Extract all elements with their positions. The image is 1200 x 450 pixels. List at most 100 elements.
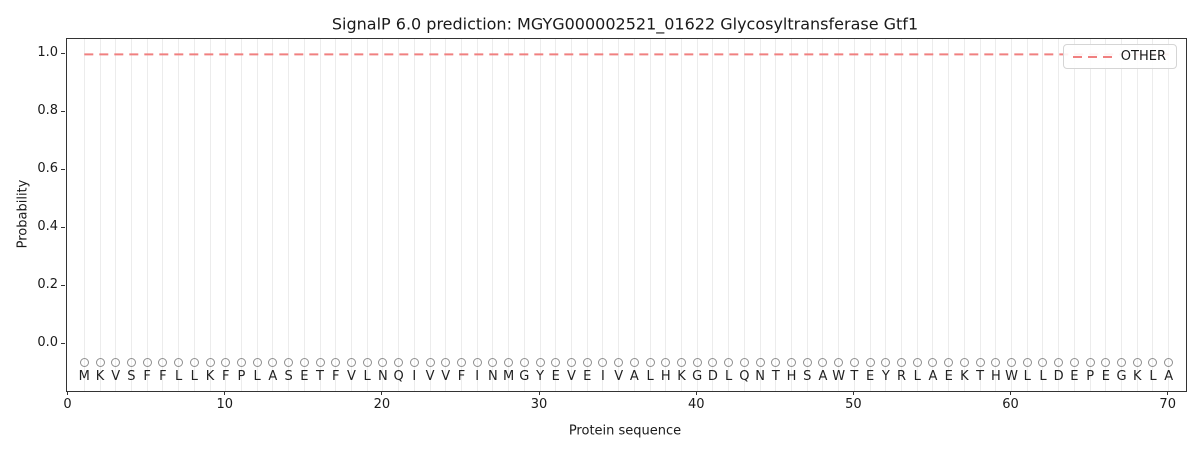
residue-letter: L	[174, 368, 183, 384]
legend-line-sample	[1072, 55, 1113, 58]
residue-letter: W	[1005, 368, 1018, 384]
residue-letter: E	[944, 368, 953, 384]
residue-letter: R	[897, 368, 907, 384]
gridline	[916, 39, 918, 391]
chart-title: SignalP 6.0 prediction: MGYG000002521_01…	[331, 14, 919, 34]
y-tick-mark	[61, 52, 65, 54]
residue-letter: A	[1164, 368, 1174, 384]
gridline	[1121, 39, 1123, 391]
gridline	[115, 39, 117, 391]
residue-marker	[95, 358, 105, 368]
gridline	[822, 39, 824, 391]
residue-letter: N	[755, 368, 765, 384]
residue-letter: L	[1023, 368, 1031, 384]
residue-letter: H	[786, 368, 797, 384]
gridline	[460, 39, 462, 391]
x-tick-mark	[538, 391, 540, 395]
residue-marker	[818, 358, 828, 368]
residue-letter: V	[425, 368, 435, 384]
gridline	[398, 39, 400, 391]
gridline	[178, 39, 180, 391]
residue-letter: Y	[881, 368, 890, 384]
gridline	[979, 39, 981, 391]
residue-letter: S	[284, 368, 293, 384]
x-tick-mark	[1167, 391, 1169, 395]
residue-letter: F	[143, 368, 151, 384]
gridline	[413, 39, 415, 391]
gridline	[570, 39, 572, 391]
residue-letter: V	[441, 368, 451, 384]
residue-marker	[1117, 358, 1127, 368]
residue-letter: L	[646, 368, 654, 384]
y-tick-label: 1.0	[37, 45, 58, 61]
residue-marker	[284, 358, 294, 368]
residue-marker	[865, 358, 875, 368]
residue-marker	[614, 358, 624, 368]
residue-letter: L	[190, 368, 198, 384]
residue-marker	[897, 358, 907, 368]
residue-marker	[1132, 358, 1142, 368]
residue-marker	[802, 358, 812, 368]
residue-letter: T	[316, 368, 324, 384]
residue-marker	[456, 358, 466, 368]
gridline	[869, 39, 871, 391]
residue-marker	[535, 358, 545, 368]
residue-marker	[834, 358, 844, 368]
residue-letter: E	[551, 368, 560, 384]
residue-marker	[158, 358, 168, 368]
residue-marker	[519, 358, 529, 368]
gridline	[633, 39, 635, 391]
residue-marker	[724, 358, 734, 368]
residue-marker	[551, 358, 561, 368]
y-tick-label: 0.0	[37, 335, 58, 351]
residue-marker	[677, 358, 686, 368]
x-tick-label: 70	[1159, 397, 1176, 412]
gridline	[1042, 39, 1044, 391]
residue-marker	[959, 358, 969, 368]
residue-marker	[346, 358, 356, 368]
gridline	[162, 39, 164, 391]
gridline	[712, 39, 714, 391]
y-tick-mark	[61, 342, 65, 344]
gridline	[1073, 39, 1075, 391]
gridline	[948, 39, 950, 391]
residue-marker	[315, 358, 325, 368]
x-tick-mark	[852, 391, 854, 395]
residue-marker	[504, 358, 514, 368]
residue-marker	[1164, 358, 1174, 368]
gridline	[99, 39, 101, 391]
residue-letter: L	[913, 368, 921, 384]
gridline	[1058, 39, 1060, 391]
residue-marker	[142, 358, 152, 368]
residue-marker	[928, 358, 938, 368]
residue-marker	[708, 358, 718, 368]
gridline	[885, 39, 887, 391]
residue-marker	[1148, 358, 1158, 368]
residue-letter: P	[237, 368, 246, 384]
gridline	[209, 39, 211, 391]
residue-marker	[425, 358, 435, 368]
residue-letter: L	[1039, 368, 1047, 384]
residue-marker	[645, 358, 655, 368]
x-tick-mark	[67, 391, 69, 395]
residue-letter: G	[692, 368, 703, 384]
legend: OTHER	[1062, 44, 1177, 69]
gridline	[539, 39, 541, 391]
residue-marker	[582, 358, 592, 368]
residue-letter: Q	[739, 368, 750, 384]
residue-letter: V	[347, 368, 356, 384]
residue-marker	[975, 358, 985, 368]
gridline	[838, 39, 840, 391]
residue-marker	[174, 358, 184, 368]
gridline	[602, 39, 604, 391]
residue-letter: A	[928, 368, 938, 384]
y-tick-mark	[61, 284, 65, 286]
gridline	[555, 39, 557, 391]
gridline	[272, 39, 274, 391]
residue-marker	[221, 358, 231, 368]
gridline	[1105, 39, 1107, 391]
y-axis-label: Probability	[15, 179, 31, 249]
residue-marker	[252, 358, 262, 368]
x-tick-label: 50	[845, 397, 862, 412]
residue-letter: V	[567, 368, 576, 384]
